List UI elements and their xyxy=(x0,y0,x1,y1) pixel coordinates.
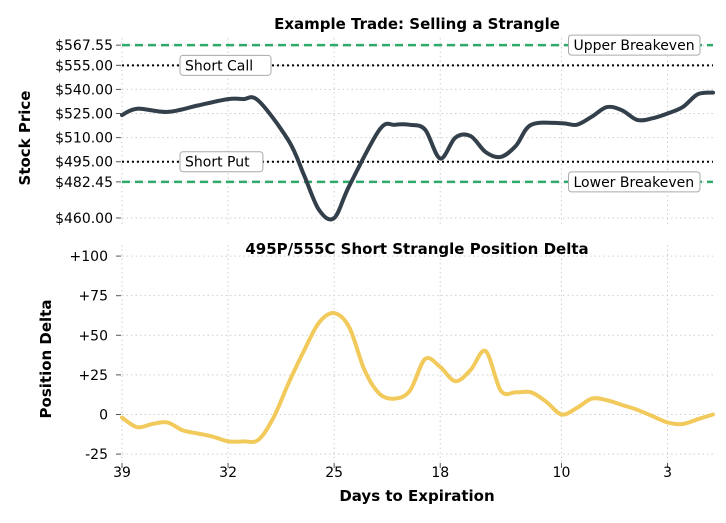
reference-label: Short Call xyxy=(179,54,272,76)
y-tick-label: $460.00 xyxy=(55,211,113,227)
y-tick-label: +50 xyxy=(78,328,108,344)
bottom-chart-grid xyxy=(121,245,713,462)
reference-label-text: Upper Breakeven xyxy=(574,38,695,54)
y-tick-label: $495.00 xyxy=(55,155,113,171)
y-tick-label: $525.00 xyxy=(55,107,113,123)
bottom-chart-x-ticks: 39 32 25 18 10 3 xyxy=(113,463,672,481)
y-tick-label: +75 xyxy=(78,289,108,305)
bottom-chart-delta-series xyxy=(120,311,715,444)
delta-line xyxy=(120,311,715,444)
y-tick-label: +100 xyxy=(70,249,108,265)
top-chart-price-series xyxy=(120,90,715,222)
reference-label-text: Lower Breakeven xyxy=(574,175,695,191)
top-chart-title: Example Trade: Selling a Strangle xyxy=(274,15,560,33)
y-tick-label: -25 xyxy=(85,447,108,463)
bottom-chart-x-axis-label: Days to Expiration xyxy=(339,487,494,505)
y-tick-label: $567.55 xyxy=(55,38,113,54)
reference-label-box xyxy=(568,171,701,193)
bottom-chart-title: 495P/555C Short Strangle Position Delta xyxy=(245,240,588,258)
reference-label-box xyxy=(179,54,272,76)
reference-label: Upper Breakeven xyxy=(568,34,701,56)
x-tick-label: 39 xyxy=(113,465,131,481)
reference-label-text: Short Call xyxy=(185,58,253,74)
y-tick-label: $540.00 xyxy=(55,82,113,98)
top-chart-reference-lines xyxy=(122,43,713,184)
reference-label: Lower Breakeven xyxy=(568,171,701,193)
reference-label-box xyxy=(568,34,701,56)
x-tick-label: 10 xyxy=(553,465,571,481)
reference-label-box xyxy=(179,151,264,173)
top-chart-reference-labels: Upper Breakeven Short Call Short Put Lower … xyxy=(179,34,701,193)
x-tick-label: 32 xyxy=(219,465,237,481)
y-tick-label: 0 xyxy=(99,407,108,423)
x-tick-label: 3 xyxy=(663,465,672,481)
reference-label-text: Short Put xyxy=(185,155,250,171)
y-tick-label: $555.00 xyxy=(55,58,113,74)
top-chart-y-ticks: $567.55 $555.00 $540.00 $525.00 $510.00 $495.… xyxy=(55,38,121,227)
price-line xyxy=(120,90,715,222)
top-chart-y-axis-label: Stock Price xyxy=(16,91,34,186)
reference-label: Short Put xyxy=(179,151,264,173)
x-tick-label: 25 xyxy=(325,465,343,481)
y-tick-label: +25 xyxy=(78,368,108,384)
bottom-chart-y-axis-label: Position Delta xyxy=(37,300,55,419)
y-tick-label: $510.00 xyxy=(55,131,113,147)
x-tick-label: 18 xyxy=(431,465,449,481)
y-tick-label: $482.45 xyxy=(55,175,113,191)
bottom-chart-y-ticks: +100 +75 +50 +25 0 -25 xyxy=(70,249,121,463)
